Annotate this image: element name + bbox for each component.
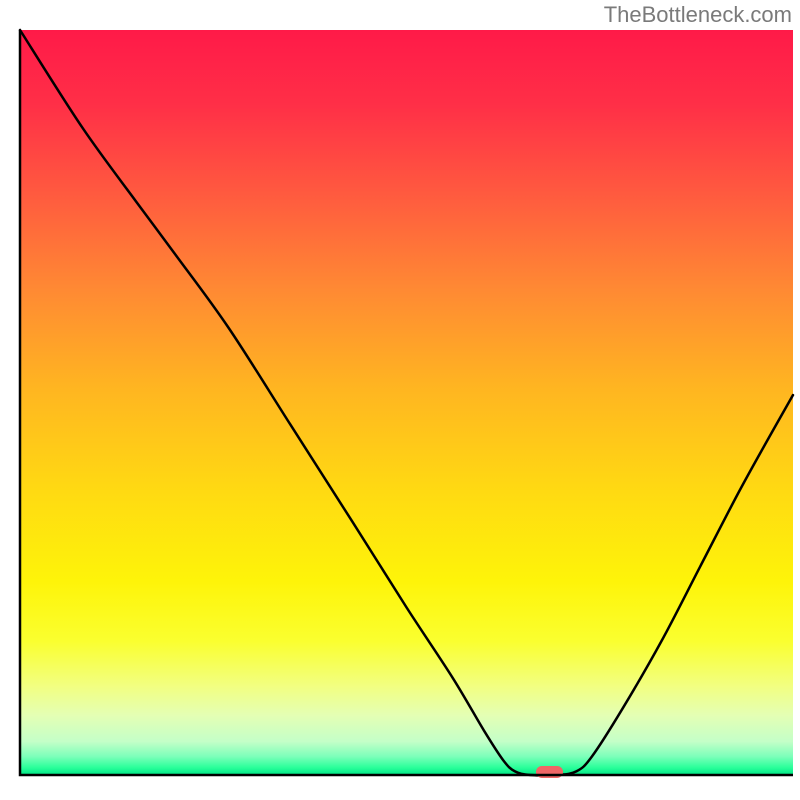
plot-background <box>20 30 793 775</box>
bottleneck-chart <box>0 0 800 800</box>
chart-container: TheBottleneck.com <box>0 0 800 800</box>
watermark-text: TheBottleneck.com <box>604 2 792 28</box>
